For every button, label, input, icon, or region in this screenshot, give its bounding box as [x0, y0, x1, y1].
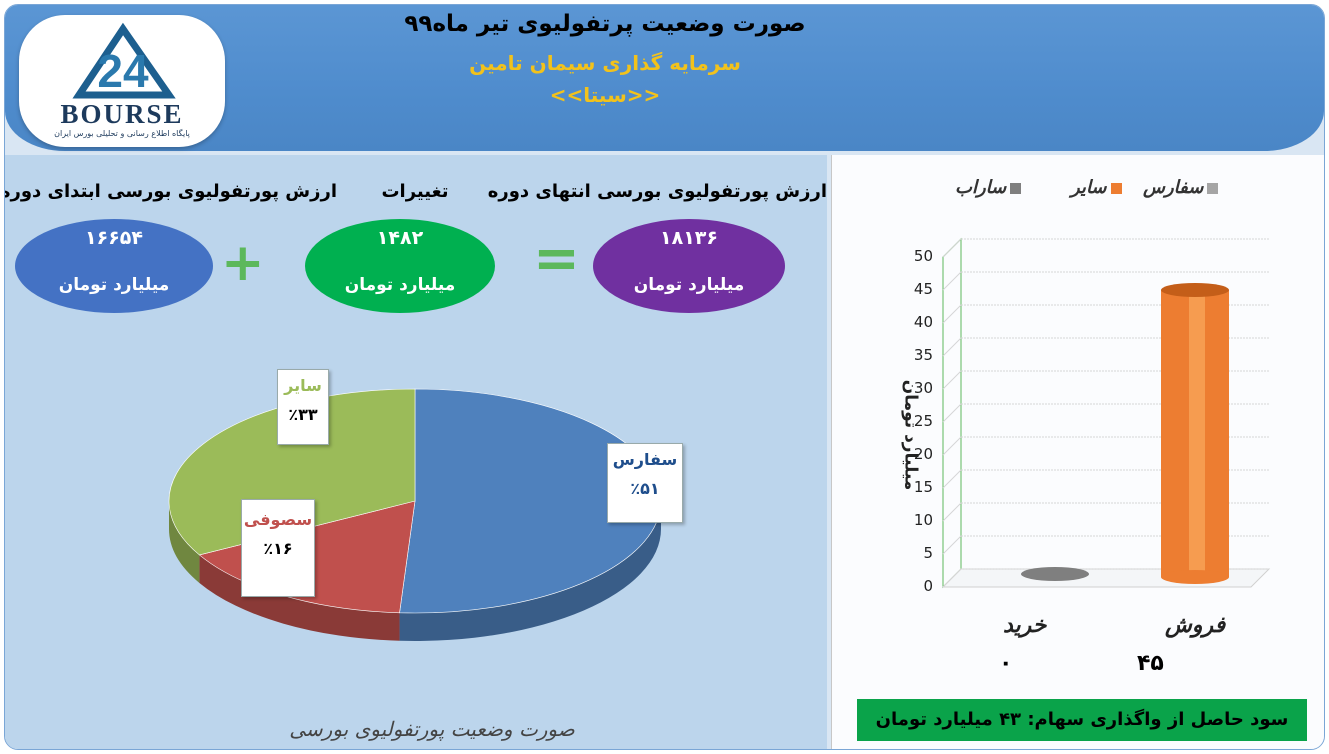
- end-value-unit: میلیارد تومان: [633, 275, 745, 295]
- legend-swatch: [1110, 182, 1122, 194]
- category-buy: خرید: [1003, 613, 1047, 638]
- profit-banner: سود حاصل از واگذاری سهام: ۴۳ میلیارد توم…: [857, 699, 1307, 741]
- portfolio-pie-chart: [168, 388, 662, 641]
- gridline-depth: [942, 469, 962, 489]
- change-label: تغییرات: [381, 181, 449, 202]
- report-header: 24 BOURSE پایگاه اطلاع رسانی و تحلیلی بو…: [5, 5, 1324, 151]
- end-value: ۱۸۱۳۶: [660, 227, 718, 249]
- value-buy: ۰: [999, 651, 1013, 676]
- pie-label-percent: ٪۱۶: [263, 539, 293, 558]
- start-value-unit: میلیارد تومان: [58, 275, 170, 295]
- gridline-depth: [942, 238, 962, 258]
- gridline-depth: [942, 337, 962, 357]
- value-sell: ۴۵: [1137, 651, 1164, 676]
- end-value-label: ارزش پورتفولیوی بورسی انتهای دوره: [487, 181, 827, 202]
- pie-label-sasoufi: سصوفی ٪۱۶: [241, 499, 315, 597]
- legend-swatch: [1207, 182, 1219, 194]
- ticker-symbol: <<سیتا>>: [549, 83, 661, 107]
- gridline-depth: [942, 304, 962, 324]
- logo-mark-icon: 24: [72, 22, 176, 99]
- pie-slice-side: [399, 501, 661, 641]
- bar-zero-disc: [1021, 567, 1089, 581]
- page-title: صورت وضعیت پرتفولیوی تیر ماه۹۹: [404, 11, 806, 37]
- bourse24-logo: 24 BOURSE پایگاه اطلاع رسانی و تحلیلی بو…: [19, 15, 225, 147]
- category-sell: فروش: [1165, 613, 1226, 638]
- y-tick-label: 50: [913, 247, 933, 265]
- change-value-unit: میلیارد تومان: [344, 275, 456, 295]
- gridline-depth: [942, 436, 962, 456]
- gridline-depth: [942, 370, 962, 390]
- pie-label-other: سایر ٪۳۳: [277, 369, 329, 445]
- pie-label-name: سصوفی: [243, 510, 313, 529]
- plus-sign: +: [221, 233, 265, 293]
- start-value-label: ارزش پورتفولیوی بورسی ابتدای دوره: [4, 181, 337, 202]
- y-tick-label: 45: [913, 280, 933, 298]
- legend-label: سفارس: [1143, 177, 1204, 198]
- gridline-depth: [942, 502, 962, 522]
- pie-label-name: سایر: [284, 376, 322, 395]
- bar-top: [1161, 283, 1229, 297]
- y-tick-label: 25: [913, 412, 933, 430]
- equals-sign: =: [533, 226, 580, 291]
- y-tick-label: 10: [913, 511, 933, 529]
- company-name: سرمایه گذاری سیمان تامین: [469, 51, 741, 75]
- y-tick-label: 20: [913, 445, 933, 463]
- pie-label-percent: ٪۵۱: [630, 479, 660, 498]
- bar-highlight: [1189, 290, 1205, 577]
- pie-slice-side: [169, 501, 200, 583]
- trade-bar-chart: [941, 237, 1271, 589]
- pie-label-name: سفارس: [612, 450, 678, 469]
- legend-label: سایر: [1071, 177, 1107, 198]
- report-frame: 24 BOURSE پایگاه اطلاع رسانی و تحلیلی بو…: [4, 4, 1325, 750]
- pie-slice-side: [199, 554, 400, 641]
- y-tick-label: 15: [913, 478, 933, 496]
- legend-item-sarab: ساراب: [955, 177, 1025, 198]
- legend-item-safars: سفارس: [1143, 177, 1222, 198]
- change-value-ellipse: ۱۴۸۲ میلیارد تومان: [305, 219, 495, 313]
- pie-label-percent: ٪۳۳: [288, 405, 318, 424]
- legend-swatch: [1010, 182, 1022, 194]
- logo-word: BOURSE: [60, 99, 184, 129]
- logo-number: 24: [97, 45, 149, 97]
- y-tick-label: 5: [923, 544, 933, 562]
- trade-panel: [831, 155, 1324, 749]
- y-tick-label: 35: [913, 346, 933, 364]
- start-value: ۱۶۶۵۴: [85, 227, 143, 249]
- y-tick-label: 40: [913, 313, 933, 331]
- pie-slice: [168, 388, 416, 556]
- pie-caption: صورت وضعیت پورتفولیوی بورسی: [289, 717, 575, 741]
- end-value-ellipse: ۱۸۱۳۶ میلیارد تومان: [593, 219, 785, 313]
- change-value: ۱۴۸۲: [376, 227, 424, 249]
- start-value-ellipse: ۱۶۶۵۴ میلیارد تومان: [15, 219, 213, 313]
- gridline-depth: [942, 568, 962, 588]
- legend-label: ساراب: [955, 177, 1007, 198]
- bar-base: [1161, 570, 1229, 584]
- y-tick-label: 30: [913, 379, 933, 397]
- legend-item-other: سایر: [1071, 177, 1126, 198]
- gridline-depth: [942, 271, 962, 291]
- y-tick-label: 0: [923, 577, 933, 595]
- gridline-depth: [942, 403, 962, 423]
- logo-tagline: پایگاه اطلاع رسانی و تحلیلی بورس ایران: [54, 129, 190, 138]
- gridline-depth: [942, 535, 962, 555]
- pie-label-safars: سفارس ٪۵۱: [607, 443, 683, 523]
